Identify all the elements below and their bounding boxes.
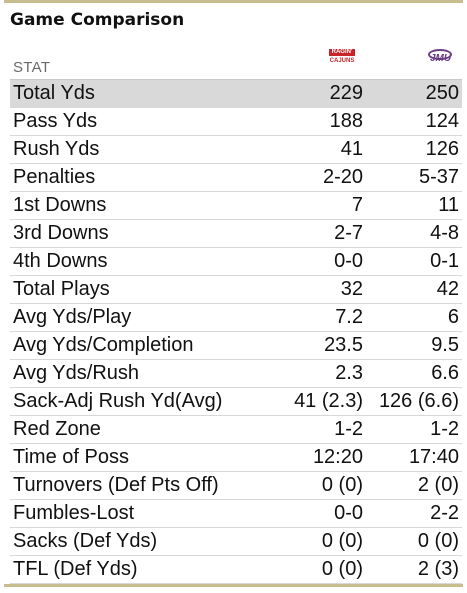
comparison-table: STAT RAGIN' CAJUNS JMU Total Yds 229 250 Pa… xyxy=(10,37,462,584)
stat-name-cell: Total Plays xyxy=(10,275,256,304)
away-value-cell: 126 xyxy=(366,135,462,164)
stat-column-header: STAT xyxy=(10,37,256,80)
home-value-cell: 0 (0) xyxy=(256,555,366,584)
table-row: Avg Yds/Play 7.2 6 xyxy=(10,303,462,332)
home-value-cell: 0 (0) xyxy=(256,527,366,556)
away-value-cell: 126 (6.6) xyxy=(366,387,462,416)
table-row: Red Zone 1-2 1-2 xyxy=(10,415,462,444)
home-value-cell: 7.2 xyxy=(256,303,366,332)
away-value-cell: 2 (0) xyxy=(366,471,462,500)
table-row: Sack-Adj Rush Yd(Avg) 41 (2.3) 126 (6.6) xyxy=(10,387,462,416)
table-row: Turnovers (Def Pts Off) 0 (0) 2 (0) xyxy=(10,471,462,500)
home-value-cell: 32 xyxy=(256,275,366,304)
away-value-cell: 6.6 xyxy=(366,359,462,388)
home-value-cell: 41 xyxy=(256,135,366,164)
table-row: Rush Yds 41 126 xyxy=(10,135,462,164)
table-row: Time of Poss 12:20 17:40 xyxy=(10,443,462,472)
stat-name-cell: Time of Poss xyxy=(10,443,256,472)
away-team-header: JMU xyxy=(366,37,462,80)
home-value-cell: 0-0 xyxy=(256,499,366,528)
away-value-cell: 9.5 xyxy=(366,331,462,360)
stat-name-cell: Sacks (Def Yds) xyxy=(10,527,256,556)
away-value-cell: 5-37 xyxy=(366,163,462,192)
jmu-logo-text: JMU xyxy=(429,53,452,64)
stat-name-cell: Rush Yds xyxy=(10,135,256,164)
home-value-cell: 41 (2.3) xyxy=(256,387,366,416)
stat-name-cell: Fumbles-Lost xyxy=(10,499,256,528)
stat-name-cell: 1st Downs xyxy=(10,191,256,220)
away-value-cell: 11 xyxy=(366,191,462,220)
card-title: Game Comparison xyxy=(10,10,185,30)
home-value-cell: 188 xyxy=(256,107,366,136)
away-value-cell: 0 (0) xyxy=(366,527,462,556)
away-value-cell: 17:40 xyxy=(366,443,462,472)
away-value-cell: 1-2 xyxy=(366,415,462,444)
stat-name-cell: 4th Downs xyxy=(10,247,256,276)
away-value-cell: 42 xyxy=(366,275,462,304)
table-row: Avg Yds/Rush 2.3 6.6 xyxy=(10,359,462,388)
away-value-cell: 124 xyxy=(366,107,462,136)
table-row: Avg Yds/Completion 23.5 9.5 xyxy=(10,331,462,360)
away-value-cell: 4-8 xyxy=(366,219,462,248)
stat-name-cell: Avg Yds/Play xyxy=(10,303,256,332)
logo-bottom-text: CAJUNS xyxy=(329,58,355,64)
home-value-cell: 2-7 xyxy=(256,219,366,248)
home-value-cell: 1-2 xyxy=(256,415,366,444)
stat-name-cell: Total Yds xyxy=(10,79,256,108)
stat-name-cell: 3rd Downs xyxy=(10,219,256,248)
table-row: 1st Downs 7 11 xyxy=(10,191,462,220)
stat-name-cell: Red Zone xyxy=(10,415,256,444)
away-value-cell: 2-2 xyxy=(366,499,462,528)
jmu-logo-ring xyxy=(428,49,452,60)
home-value-cell: 7 xyxy=(256,191,366,220)
home-value-cell: 0-0 xyxy=(256,247,366,276)
jmu-logo-icon: JMU xyxy=(425,49,456,66)
table-row: Penalties 2-20 5-37 xyxy=(10,163,462,192)
table-header: STAT RAGIN' CAJUNS JMU xyxy=(10,37,462,80)
table-row: Pass Yds 188 124 xyxy=(10,107,462,136)
table-row: Fumbles-Lost 0-0 2-2 xyxy=(10,499,462,528)
ragin-cajuns-logo-icon: RAGIN' CAJUNS xyxy=(329,49,355,66)
table-row: 4th Downs 0-0 0-1 xyxy=(10,247,462,276)
table-row: Total Plays 32 42 xyxy=(10,275,462,304)
table-row: 3rd Downs 2-7 4-8 xyxy=(10,219,462,248)
table-row: TFL (Def Yds) 0 (0) 2 (3) xyxy=(10,555,462,584)
stat-name-cell: Avg Yds/Rush xyxy=(10,359,256,388)
home-team-header: RAGIN' CAJUNS xyxy=(256,37,366,80)
home-value-cell: 229 xyxy=(256,79,366,108)
away-value-cell: 2 (3) xyxy=(366,555,462,584)
stat-name-cell: Turnovers (Def Pts Off) xyxy=(10,471,256,500)
home-value-cell: 0 (0) xyxy=(256,471,366,500)
stat-name-cell: Pass Yds xyxy=(10,107,256,136)
stat-name-cell: Penalties xyxy=(10,163,256,192)
logo-top-text: RAGIN' xyxy=(329,49,355,56)
away-value-cell: 250 xyxy=(366,79,462,108)
stat-name-cell: Sack-Adj Rush Yd(Avg) xyxy=(10,387,256,416)
table-body: Total Yds 229 250 Pass Yds 188 124 Rush Yds 41 1… xyxy=(10,79,462,584)
game-comparison-card: Game Comparison STAT RAGIN' CAJUNS J xyxy=(4,0,463,587)
away-value-cell: 6 xyxy=(366,303,462,332)
header-row: STAT RAGIN' CAJUNS JMU xyxy=(10,37,462,80)
home-value-cell: 2-20 xyxy=(256,163,366,192)
table-row: Sacks (Def Yds) 0 (0) 0 (0) xyxy=(10,527,462,556)
home-value-cell: 2.3 xyxy=(256,359,366,388)
away-value-cell: 0-1 xyxy=(366,247,462,276)
stat-name-cell: TFL (Def Yds) xyxy=(10,555,256,584)
stat-name-cell: Avg Yds/Completion xyxy=(10,331,256,360)
home-value-cell: 23.5 xyxy=(256,331,366,360)
table-row: Total Yds 229 250 xyxy=(10,79,462,108)
home-value-cell: 12:20 xyxy=(256,443,366,472)
